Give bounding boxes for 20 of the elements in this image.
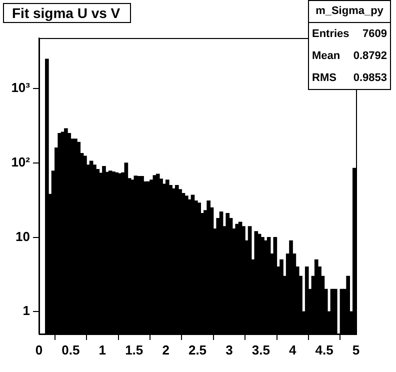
y-tick-label: 10: [16, 228, 30, 244]
x-tick-label: 3: [226, 342, 233, 358]
y-tick-label: 10³: [11, 80, 31, 96]
x-tick-label: 0: [35, 342, 43, 358]
text: m_Sigma_py: [309, 1, 390, 23]
text: Mean 0.8792: [312, 50, 387, 62]
chart-title: Fit sigma U vs V: [3, 3, 132, 23]
y-tick-label: 10²: [11, 154, 31, 170]
x-tick-label: 1: [98, 342, 106, 358]
y-tick-label: 1: [22, 303, 30, 318]
x-tick-label: 3.5: [252, 342, 270, 358]
x-tick-label: 5: [352, 342, 360, 358]
x-tick-label: 1.5: [125, 342, 144, 358]
x-tick-label: 0.5: [62, 342, 80, 358]
text: Entries 7609: [312, 28, 387, 40]
text: RMS 0.9853: [312, 72, 387, 84]
x-tick-label: 2: [162, 342, 170, 358]
x-tick-label: 2.5: [188, 342, 207, 358]
x-tick-label: 4.5: [315, 342, 334, 358]
x-tick-label: 4: [288, 342, 297, 358]
